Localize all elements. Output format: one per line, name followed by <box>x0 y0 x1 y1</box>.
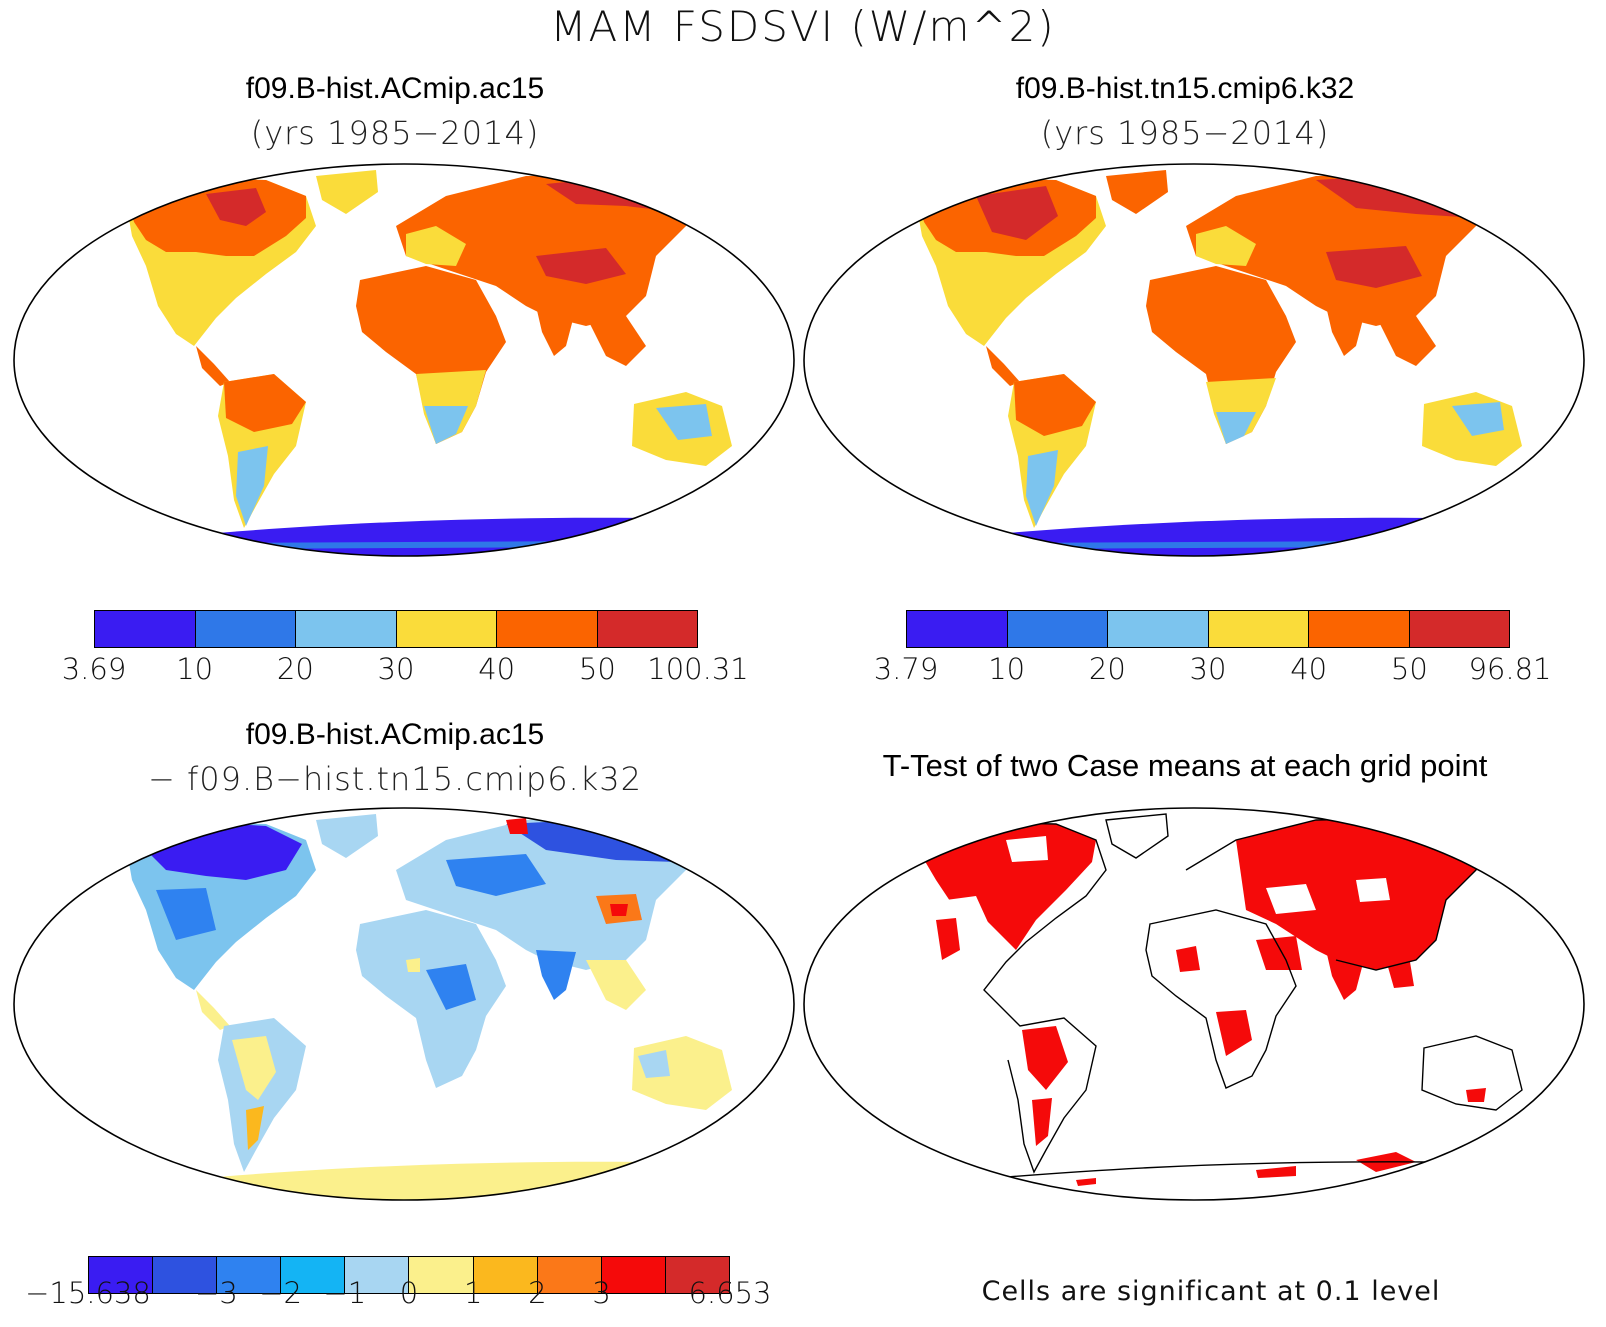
colorbar-diff-swatch <box>601 1257 666 1293</box>
colorbar-case1-swatch <box>95 611 196 647</box>
colorbar-case2-swatch <box>907 611 1008 647</box>
colorbar-diff-tick-label: 6.653 <box>688 1276 772 1310</box>
panel-3-title: f09.B-hist.ACmip.ac15 <box>245 718 545 751</box>
colorbar-diff-swatch <box>217 1257 282 1293</box>
colorbar-diff-swatch <box>409 1257 474 1293</box>
colorbar-difference <box>88 1256 730 1294</box>
colorbar-case1-swatch <box>597 611 697 647</box>
colorbar-diff-tick-label: −2 <box>259 1276 302 1310</box>
colorbar-difference-labels: −15.638 −3 −2 −1 0 1 2 3 6.653 <box>25 1276 771 1316</box>
panel-2-subtitle: (yrs 1985−2014) <box>1040 114 1330 152</box>
colorbar-case1-tick-label: 40 <box>478 652 516 686</box>
colorbar-case2-swatch <box>1409 611 1509 647</box>
figure-title: MAM FSDSVI (W/m^2) <box>550 2 1056 51</box>
colorbar-case2 <box>906 610 1510 648</box>
colorbar-diff-tick-label: 0 <box>399 1276 419 1310</box>
colorbar-case2-swatch <box>1007 611 1108 647</box>
colorbar-diff-swatch <box>345 1257 410 1293</box>
colorbar-case1-tick-label: 20 <box>276 652 314 686</box>
panel-1-title: f09.B-hist.ACmip.ac15 <box>245 72 545 105</box>
colorbar-case1-swatch <box>396 611 497 647</box>
colorbar-case2-tick-label: 96.81 <box>1468 652 1552 686</box>
colorbar-case2-tick-label: 20 <box>1088 652 1126 686</box>
colorbar-diff-swatch <box>665 1257 729 1293</box>
colorbar-case1 <box>94 610 698 648</box>
colorbar-diff-tick-label: 1 <box>463 1276 483 1310</box>
colorbar-diff-swatch <box>153 1257 218 1293</box>
map-case2 <box>803 163 1585 557</box>
colorbar-case2-swatch <box>1108 611 1209 647</box>
colorbar-case2-tick-label: 3.79 <box>873 652 939 686</box>
map-case1 <box>13 163 795 557</box>
colorbar-case2-tick-label: 50 <box>1390 652 1428 686</box>
colorbar-case2-tick-label: 40 <box>1290 652 1328 686</box>
colorbar-case1-swatch <box>195 611 296 647</box>
colorbar-case1-tick-label: 100.31 <box>647 652 749 686</box>
colorbar-diff-swatch <box>281 1257 346 1293</box>
colorbar-case1-tick-label: 50 <box>578 652 616 686</box>
colorbar-diff-tick-label: 2 <box>528 1276 547 1310</box>
map-difference <box>13 807 795 1201</box>
panel-1-subtitle: (yrs 1985−2014) <box>250 114 540 152</box>
colorbar-diff-swatch <box>89 1257 154 1293</box>
map-ttest <box>803 807 1585 1201</box>
colorbar-diff-tick-label: −15.638 <box>25 1276 151 1310</box>
colorbar-case1-tick-label: 30 <box>377 652 415 686</box>
colorbar-diff-tick-label: 3 <box>592 1276 611 1310</box>
colorbar-case1-swatch <box>296 611 397 647</box>
panel-4-title: T-Test of two Case means at each grid po… <box>882 748 1488 783</box>
panel-2-title: f09.B-hist.tn15.cmip6.k32 <box>1015 72 1355 105</box>
colorbar-case1-tick-label: 10 <box>176 652 214 686</box>
colorbar-case2-tick-label: 30 <box>1189 652 1227 686</box>
colorbar-diff-swatch <box>537 1257 602 1293</box>
colorbar-case1-labels: 3.69 10 20 30 40 50 100.31 <box>62 652 749 692</box>
colorbar-case2-swatch <box>1309 611 1410 647</box>
significance-note: Cells are significant at 0.1 level <box>981 1276 1441 1307</box>
colorbar-case2-labels: 3.79 10 20 30 40 50 96.81 <box>874 652 1552 692</box>
panel-3-subtitle: − f09.B−hist.tn15.cmip6.k32 <box>148 760 642 798</box>
colorbar-case1-swatch <box>497 611 598 647</box>
colorbar-case2-swatch <box>1208 611 1309 647</box>
colorbar-diff-swatch <box>473 1257 538 1293</box>
colorbar-diff-tick-label: −3 <box>195 1276 238 1310</box>
colorbar-case2-tick-label: 10 <box>988 652 1026 686</box>
colorbar-case1-tick-label: 3.69 <box>61 652 127 686</box>
colorbar-diff-tick-label: −1 <box>323 1276 367 1310</box>
